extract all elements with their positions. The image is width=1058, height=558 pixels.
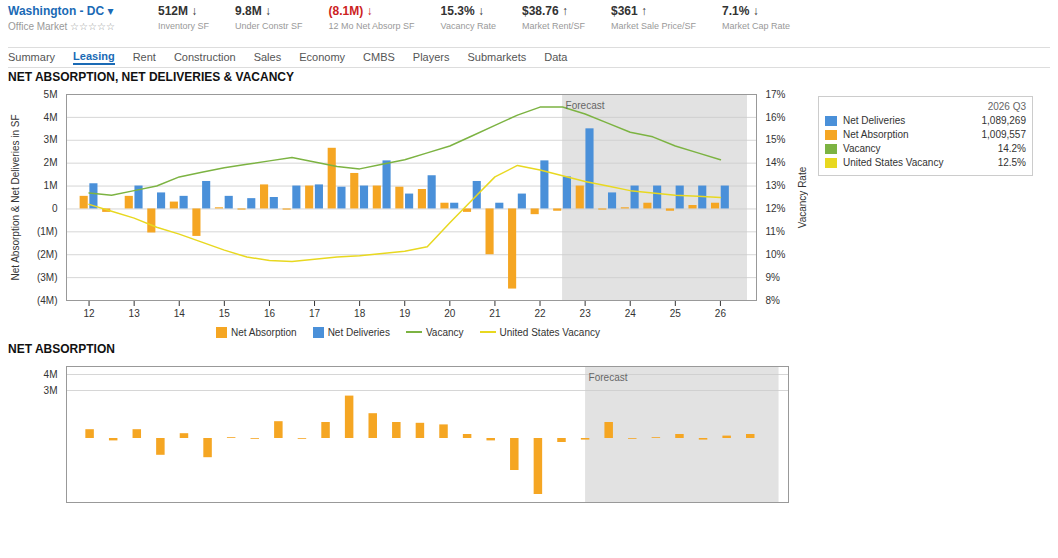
html-text:14.2%: 14.2% — [997, 143, 1026, 154]
svg-text:2M: 2M — [44, 157, 58, 168]
html-text:Vacancy: Vacancy — [843, 143, 881, 154]
svg-text:(2M): (2M) — [37, 249, 58, 260]
html-text:Leasing: Leasing — [73, 50, 115, 62]
html-text:Net Deliveries: Net Deliveries — [327, 326, 390, 338]
html-text:12 Mo Net Absorp SF: 12 Mo Net Absorp SF — [328, 21, 415, 31]
html-text:Sales: Sales — [253, 51, 282, 63]
html-text:Summary: Summary — [8, 51, 56, 63]
svg-text:(3M): (3M) — [37, 272, 58, 283]
html-text:Market Rent/SF: Market Rent/SF — [522, 21, 585, 31]
svg-text:9%: 9% — [766, 272, 781, 283]
html-text:Vacancy Rate: Vacancy Rate — [440, 21, 496, 31]
html-text:1,089,269: 1,089,269 — [981, 115, 1026, 126]
html-text:Construction: Construction — [173, 51, 236, 63]
svg-text:21: 21 — [489, 308, 501, 319]
html-text:Market Sale Price/SF: Market Sale Price/SF — [611, 21, 696, 31]
svg-text:19: 19 — [399, 308, 411, 319]
svg-text:22: 22 — [534, 308, 546, 319]
svg-text:1M: 1M — [44, 180, 58, 191]
html-text:Players: Players — [412, 51, 450, 63]
html-text:512M ↓: 512M ↓ — [158, 4, 198, 18]
html-text:Vacancy: Vacancy — [425, 326, 464, 338]
html-text:United States Vacancy: United States Vacancy — [843, 157, 944, 168]
html-text:Net Deliveries: Net Deliveries — [843, 115, 906, 126]
svg-text:Forecast: Forecast — [589, 372, 628, 383]
svg-text:15: 15 — [219, 308, 231, 319]
svg-text:14%: 14% — [766, 157, 786, 168]
html-text:Inventory SF: Inventory SF — [158, 21, 209, 31]
html-text:2026 Q3: 2026 Q3 — [987, 101, 1026, 112]
svg-text:24: 24 — [625, 308, 637, 319]
html-text:Economy: Economy — [299, 51, 345, 63]
html-text:Under Constr SF: Under Constr SF — [235, 21, 303, 31]
html-text:1,009,557: 1,009,557 — [981, 129, 1026, 140]
svg-text:3M: 3M — [44, 134, 58, 145]
svg-text:14: 14 — [174, 308, 186, 319]
svg-text:18: 18 — [354, 308, 366, 319]
svg-text:4M: 4M — [44, 369, 58, 380]
html-text:15.3% ↓: 15.3% ↓ — [440, 4, 484, 18]
html-text:Washington - DC ▾: Washington - DC ▾ — [8, 4, 114, 18]
svg-text:Forecast: Forecast — [566, 100, 605, 111]
svg-text:8%: 8% — [766, 295, 781, 306]
html-text:NET ABSORPTION, NET DELIVERIES: NET ABSORPTION, NET DELIVERIES & VACANCY — [8, 70, 294, 84]
svg-text:(4M): (4M) — [37, 295, 58, 306]
svg-text:10%: 10% — [766, 249, 786, 260]
svg-text:(1M): (1M) — [37, 226, 58, 237]
html-text:NET ABSORPTION: NET ABSORPTION — [8, 342, 115, 356]
html-text:CMBS: CMBS — [363, 51, 395, 63]
svg-text:17%: 17% — [766, 89, 786, 100]
svg-text:26: 26 — [715, 308, 727, 319]
svg-text:16: 16 — [264, 308, 276, 319]
svg-text:12: 12 — [83, 308, 95, 319]
svg-text:5M: 5M — [44, 89, 58, 100]
html-text:Market Cap Rate: Market Cap Rate — [722, 21, 791, 31]
html-text:$38.76 ↑: $38.76 ↑ — [522, 4, 568, 18]
html-text:(8.1M) ↓: (8.1M) ↓ — [328, 4, 373, 18]
svg-text:Vacancy Rate: Vacancy Rate — [797, 166, 808, 228]
svg-text:15%: 15% — [766, 134, 786, 145]
html-text:7.1% ↓: 7.1% ↓ — [722, 4, 759, 18]
html-text:Net Absorption: Net Absorption — [231, 326, 297, 338]
svg-text:13: 13 — [129, 308, 141, 319]
svg-text:0: 0 — [52, 203, 58, 214]
html-text:12.5%: 12.5% — [997, 157, 1026, 168]
svg-text:25: 25 — [670, 308, 682, 319]
svg-text:Net Absorption & Net Deliverie: Net Absorption & Net Deliveries in SF — [10, 114, 21, 280]
html-text:Data: Data — [544, 51, 568, 63]
svg-text:17: 17 — [309, 308, 321, 319]
svg-text:20: 20 — [444, 308, 456, 319]
svg-text:3M: 3M — [44, 385, 58, 396]
html-text:Net Absorption: Net Absorption — [843, 129, 909, 140]
html-text:Rent: Rent — [132, 51, 156, 63]
svg-text:11%: 11% — [766, 226, 785, 237]
svg-text:12%: 12% — [766, 203, 786, 214]
svg-text:13%: 13% — [766, 180, 786, 191]
svg-text:23: 23 — [580, 308, 592, 319]
html-text:9.8M ↓: 9.8M ↓ — [235, 4, 271, 18]
html-text:$361 ↑: $361 ↑ — [611, 4, 647, 18]
html-text:Submarkets: Submarkets — [467, 51, 527, 63]
html-text:United States Vacancy: United States Vacancy — [499, 326, 600, 338]
svg-text:16%: 16% — [766, 112, 786, 123]
svg-text:4M: 4M — [44, 112, 58, 123]
html-text:Office Market ☆☆☆☆☆: Office Market ☆☆☆☆☆ — [8, 21, 115, 32]
